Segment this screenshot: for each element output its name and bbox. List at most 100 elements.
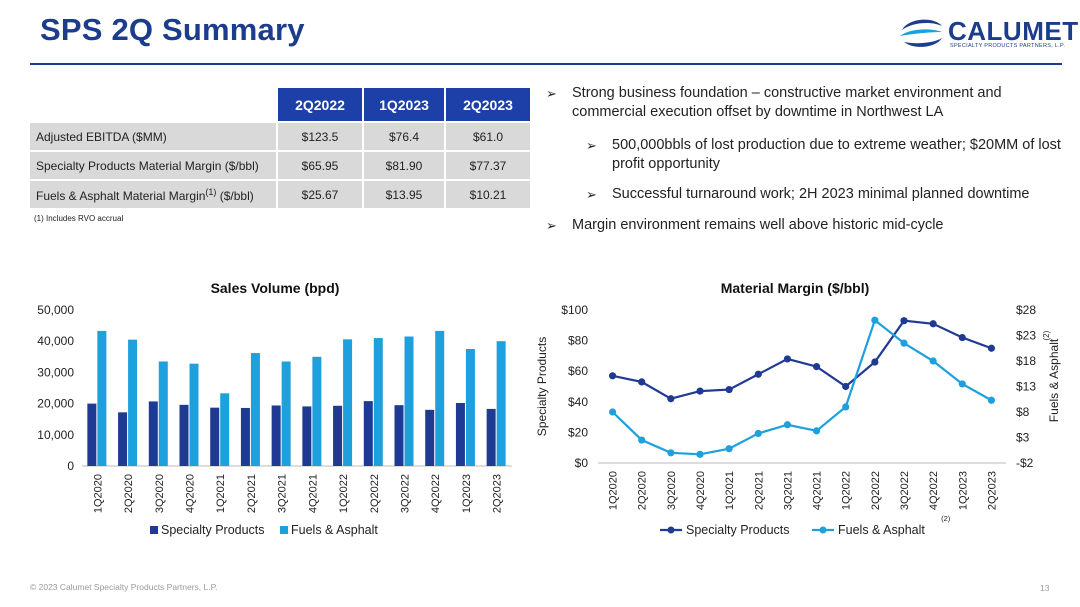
y2-tick-label: $3 [1016,431,1030,445]
y2-tick-label: $13 [1016,380,1036,394]
x-tick-label: 1Q2023 [461,474,473,513]
y-tick-label: $100 [561,303,588,317]
table-cell: $123.5 [277,121,364,151]
x-tick-label: 4Q2020 [695,471,707,510]
legend-label: Fuels & Asphalt [291,523,378,537]
data-point [842,403,850,411]
bar [179,404,189,466]
table-cell: $10.21 [445,179,532,208]
y-tick-label: $20 [568,425,588,439]
table-header-blank [30,88,278,122]
series-line [611,318,992,456]
table-cell: $25.67 [277,179,364,208]
table-row: Fuels & Asphalt Material Margin(1) ($/bb… [30,179,532,208]
page-title: SPS 2Q Summary [40,12,305,47]
x-tick-label: 2Q2020 [637,471,649,510]
table-cell: $13.95 [363,179,446,208]
y2-tick-label: -$2 [1016,456,1034,470]
legend-label: Fuels & Asphalt [838,523,925,537]
y-tick-label: $60 [568,364,588,378]
table-cell: $77.37 [445,150,532,180]
x-tick-label: 1Q2023 [957,471,969,510]
y2-tick-label: $28 [1016,303,1036,317]
sales-volume-chart: 0 10,000 20,000 30,000 40,000 50,000 1Q2020 2Q2… [37,303,512,537]
bar [148,401,158,466]
x-tick-label: 4Q2022 [928,471,940,510]
data-point [900,339,908,347]
x-tick-label: 3Q2022 [899,471,911,510]
data-point [754,370,762,378]
y-tick-label: $0 [575,456,589,470]
data-point [958,380,966,388]
bar [281,361,291,466]
data-point [871,358,879,366]
arrow-bullet-icon: ➢ [546,218,557,233]
bar [465,349,475,466]
data-point [958,333,966,342]
data-point [754,429,762,438]
x-tick-label: 3Q2022 [400,474,412,513]
x-tick-label: 2Q2023 [492,474,504,513]
data-point [667,395,675,403]
bar [302,406,312,466]
bar [425,409,435,466]
bar [158,361,168,466]
bar [210,407,220,466]
table-column-header: 1Q2023 [363,88,446,122]
row-label: Fuels & Asphalt Material Margin(1) ($/bb… [30,179,278,208]
x-tick-label: 2Q2022 [870,471,882,510]
bar [333,405,343,466]
data-point [638,378,646,386]
data-point [929,320,937,328]
data-point [871,316,879,324]
y-tick-label: 30,000 [37,365,74,379]
data-point [812,363,821,371]
arrow-bullet-icon: ➢ [546,86,557,101]
y-tick-label: $80 [568,334,588,348]
data-point [929,357,937,365]
data-point [638,436,646,444]
data-point [987,396,996,404]
table-row: Specialty Products Material Margin ($/bb… [30,150,532,180]
bar [404,336,414,466]
data-point [783,355,792,363]
copyright-footer: © 2023 Calumet Specialty Products Partne… [30,582,218,592]
arrow-bullet-icon: ➢ [586,138,597,153]
chart-title-sales-volume: Sales Volume (bpd) [210,280,340,296]
page-number: 13 [1040,583,1050,593]
logo-subtitle: SPECIALTY PRODUCTS PARTNERS, L.P. [950,43,1066,49]
x-tick-label: 4Q2022 [430,474,442,513]
data-point [783,421,792,429]
legend-label: Specialty Products [686,523,790,537]
x-tick-label: 4Q2020 [185,474,197,513]
bar [435,330,445,466]
x-tick-label: 2Q2021 [246,474,258,513]
x-tick-label: 1Q2020 [92,474,104,513]
data-point [608,372,617,380]
header-rule [30,63,1062,65]
kpi-table: 2Q2022 1Q2023 2Q2023 Adjusted EBITDA ($M… [30,88,532,208]
bar [87,403,97,466]
data-point [725,385,733,394]
table-column-header: 2Q2022 [277,88,364,122]
x-tick-label: 1Q2022 [338,474,350,513]
table-header-row: 2Q2022 1Q2023 2Q2023 [30,88,532,122]
bar [220,393,230,466]
logo-wordmark: CALUMET [948,16,1079,46]
x-tick-label: 3Q2021 [782,471,794,510]
bar [373,338,383,466]
data-point [987,344,996,352]
data-point [725,445,733,453]
series-line [612,319,992,400]
x-tick-label: 2Q2021 [753,471,765,510]
bar [97,330,107,466]
y-tick-label: 10,000 [37,428,74,442]
legend-label: Specialty Products [161,523,265,537]
x-tick-footnote: (2) [941,514,951,523]
chart-title-material-margin: Material Margin ($/bbl) [720,280,870,296]
x-tick-label: 1Q2021 [215,474,227,513]
bar [394,405,404,466]
legend-swatch [280,526,288,534]
legend-swatch [150,526,158,534]
table-footnote: (1) Includes RVO accrual [34,214,124,223]
